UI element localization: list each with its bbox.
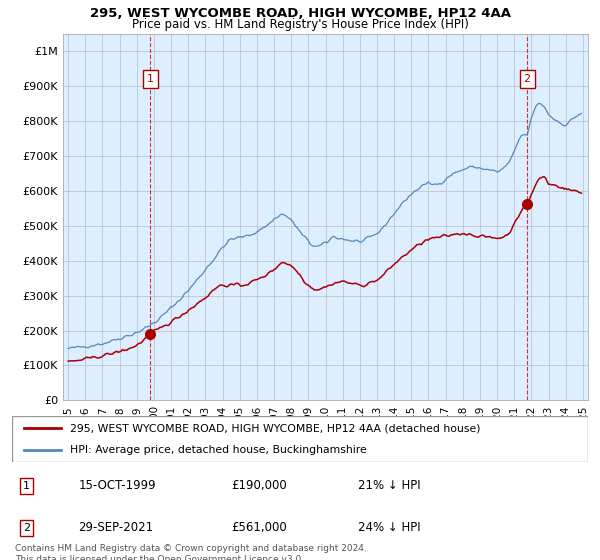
Text: 2: 2 bbox=[524, 74, 530, 84]
Text: 295, WEST WYCOMBE ROAD, HIGH WYCOMBE, HP12 4AA (detached house): 295, WEST WYCOMBE ROAD, HIGH WYCOMBE, HP… bbox=[70, 423, 480, 433]
Text: 2: 2 bbox=[23, 523, 30, 533]
Text: 21% ↓ HPI: 21% ↓ HPI bbox=[358, 479, 420, 492]
Text: 15-OCT-1999: 15-OCT-1999 bbox=[78, 479, 156, 492]
Text: 1: 1 bbox=[23, 480, 30, 491]
Text: HPI: Average price, detached house, Buckinghamshire: HPI: Average price, detached house, Buck… bbox=[70, 445, 367, 455]
Text: Contains HM Land Registry data © Crown copyright and database right 2024.
This d: Contains HM Land Registry data © Crown c… bbox=[15, 544, 367, 560]
Text: 29-SEP-2021: 29-SEP-2021 bbox=[78, 521, 154, 534]
Text: 24% ↓ HPI: 24% ↓ HPI bbox=[358, 521, 420, 534]
FancyBboxPatch shape bbox=[12, 416, 588, 462]
Text: £561,000: £561,000 bbox=[231, 521, 287, 534]
Text: Price paid vs. HM Land Registry's House Price Index (HPI): Price paid vs. HM Land Registry's House … bbox=[131, 18, 469, 31]
Text: 295, WEST WYCOMBE ROAD, HIGH WYCOMBE, HP12 4AA: 295, WEST WYCOMBE ROAD, HIGH WYCOMBE, HP… bbox=[89, 7, 511, 20]
Text: £190,000: £190,000 bbox=[231, 479, 287, 492]
Text: 1: 1 bbox=[147, 74, 154, 84]
